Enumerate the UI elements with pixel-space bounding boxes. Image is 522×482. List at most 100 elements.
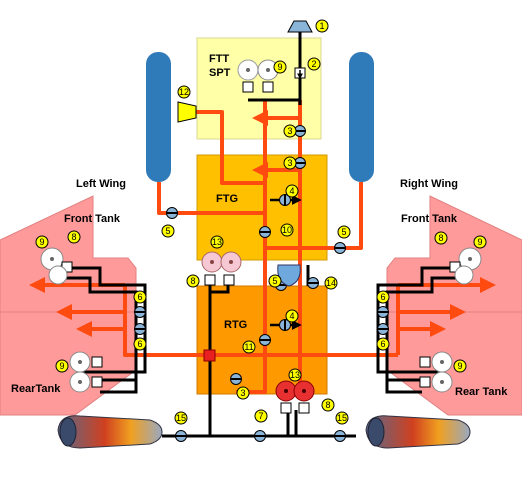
valve-rtg-jettison[interactable] — [279, 319, 291, 331]
svg-text:9: 9 — [477, 237, 482, 247]
callout-9-ftt: 9 — [273, 60, 287, 74]
callout-4-rtg: 4 — [285, 309, 299, 323]
callout-3-rtg: 3 — [236, 386, 250, 400]
svg-text:10: 10 — [282, 225, 292, 235]
svg-text:2: 2 — [311, 59, 316, 69]
svg-text:15: 15 — [337, 413, 347, 423]
right-engine-icon — [365, 415, 471, 449]
callout-5-right: 5 — [337, 225, 351, 239]
right-wing-rear-pump-icon — [419, 351, 453, 393]
callout-7: 7 — [254, 409, 268, 423]
left-wing-front-pump-icon — [40, 247, 73, 285]
ftt-label: FTT — [209, 53, 229, 65]
svg-text:3: 3 — [240, 388, 245, 398]
ftt-pump-left-icon — [237, 59, 259, 93]
callout-5-left: 5 — [161, 224, 175, 238]
svg-text:6: 6 — [380, 339, 385, 349]
svg-text:1: 1 — [319, 21, 324, 31]
left-engine-icon — [57, 415, 163, 449]
ftg-pump-left-icon — [201, 251, 223, 286]
right-wing-title: Right Wing — [400, 178, 458, 190]
svg-text:9: 9 — [457, 361, 462, 371]
left-wing-title: Left Wing — [76, 178, 126, 190]
hopper-icon — [277, 264, 301, 287]
ftg-label: FTG — [216, 193, 238, 205]
right-wing-front-pump-icon — [449, 247, 482, 285]
valve-right-feed[interactable] — [334, 242, 346, 254]
callout-8-ftg: 8 — [186, 274, 200, 288]
callout-8-left-front: 8 — [67, 230, 81, 244]
callout-8-rtg: 8 — [321, 398, 335, 412]
right-rear-tank-label: Rear Tank — [455, 386, 508, 398]
left-collector-cylinder — [146, 52, 171, 182]
callout-6-left-a: 6 — [133, 290, 147, 304]
spt-label: SPT — [209, 67, 231, 79]
svg-text:3: 3 — [287, 126, 292, 136]
callout-15-right: 15 — [335, 411, 349, 425]
callout-9-right-front: 9 — [473, 235, 487, 249]
valve-engine-feed-right[interactable] — [334, 430, 346, 442]
callout-4-ftg: 4 — [285, 184, 299, 198]
left-rear-tank-label: RearTank — [11, 383, 61, 395]
callout-11: 11 — [242, 340, 256, 354]
callout-1: 1 — [315, 19, 329, 33]
svg-text:3: 3 — [287, 158, 292, 168]
svg-text:8: 8 — [438, 233, 443, 243]
valve-ftg-jettison[interactable] — [279, 194, 291, 206]
refuel-nozzle-icon — [177, 101, 197, 123]
svg-text:13: 13 — [290, 370, 300, 380]
svg-text:6: 6 — [137, 292, 142, 302]
callout-2: 2 — [307, 57, 321, 71]
callout-9-left-front: 9 — [35, 235, 49, 249]
callout-15-left: 15 — [174, 411, 188, 425]
callout-13-rtg: 13 — [288, 368, 302, 382]
valve-hopper[interactable] — [307, 277, 319, 289]
callout-8-right-front: 8 — [434, 231, 448, 245]
svg-text:8: 8 — [325, 400, 330, 410]
callout-6-right-b: 6 — [376, 337, 390, 351]
engine-pump-right-icon — [293, 380, 315, 414]
valve-engine-feed-left[interactable] — [175, 430, 187, 442]
right-collector-cylinder — [349, 52, 374, 182]
valve-right-wing-a[interactable] — [377, 306, 389, 318]
valve-left-wing-a[interactable] — [134, 306, 146, 318]
valve-rtg-return[interactable] — [230, 373, 242, 385]
left-wing-rear-pump-icon — [69, 351, 103, 393]
svg-text:9: 9 — [277, 62, 282, 72]
svg-text:4: 4 — [289, 311, 294, 321]
left-front-tank-label: Front Tank — [64, 213, 121, 225]
svg-text:5: 5 — [272, 276, 277, 286]
valve-ftt-top[interactable] — [294, 125, 306, 137]
svg-text:8: 8 — [71, 232, 76, 242]
svg-text:7: 7 — [258, 411, 263, 421]
valve-left-feed[interactable] — [166, 207, 178, 219]
valve-left-wing-b[interactable] — [134, 323, 146, 335]
svg-text:9: 9 — [39, 237, 44, 247]
svg-text:8: 8 — [190, 276, 195, 286]
callout-6-left-b: 6 — [133, 337, 147, 351]
svg-text:4: 4 — [289, 186, 294, 196]
svg-text:12: 12 — [179, 87, 189, 97]
svg-text:14: 14 — [326, 278, 336, 288]
callout-9-left-rear: 9 — [55, 359, 69, 373]
crossfeed-valve[interactable] — [203, 349, 216, 362]
callout-3-ftt: 3 — [283, 124, 297, 138]
svg-text:5: 5 — [165, 226, 170, 236]
svg-text:11: 11 — [244, 342, 253, 352]
callout-14: 14 — [324, 276, 338, 290]
callout-6-right-a: 6 — [376, 290, 390, 304]
valve-rtg-transfer[interactable] — [259, 334, 271, 346]
valve-right-wing-b[interactable] — [377, 323, 389, 335]
valve-engine-feed-center[interactable] — [254, 430, 266, 442]
callout-12: 12 — [177, 85, 191, 99]
callout-9-right-rear: 9 — [453, 359, 467, 373]
svg-text:15: 15 — [176, 413, 186, 423]
callout-3-ftg: 3 — [283, 156, 297, 170]
callout-13-ftg: 13 — [210, 235, 224, 249]
svg-text:9: 9 — [59, 361, 64, 371]
valve-ftg-transfer[interactable] — [259, 226, 271, 238]
svg-text:6: 6 — [137, 339, 142, 349]
callout-10: 10 — [280, 223, 294, 237]
right-front-tank-label: Front Tank — [401, 213, 458, 225]
